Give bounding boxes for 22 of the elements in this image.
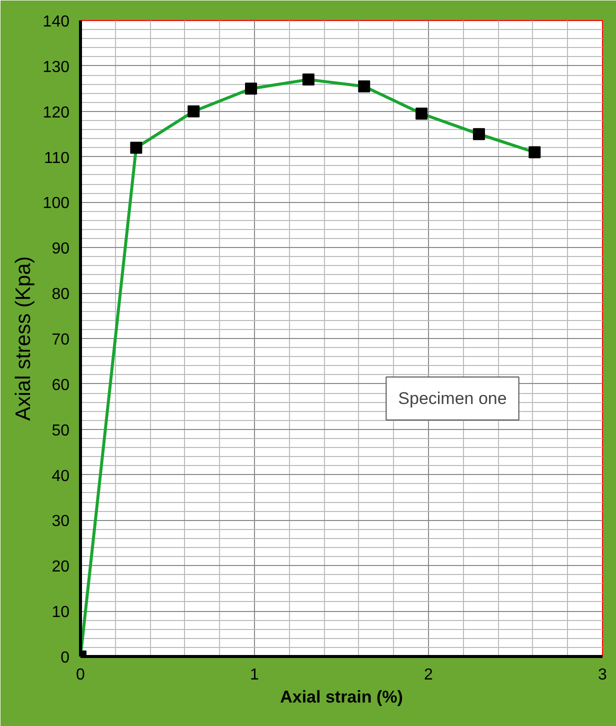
y-tick-label: 20: [52, 558, 70, 576]
x-tick-label: 0: [76, 666, 86, 684]
y-tick-label: 110: [44, 150, 70, 167]
y-tick-label: 120: [42, 104, 70, 122]
annotation: Specimen one: [398, 389, 507, 408]
y-tick-label: 60: [52, 376, 70, 394]
y-tick-label: 10: [52, 604, 70, 622]
y-tick-label: 70: [52, 332, 70, 348]
y-tick-label: 0: [60, 650, 70, 666]
x-tick-label: 2: [424, 666, 434, 684]
y-tick-label: 30: [52, 513, 70, 530]
x-axis-title: Axial strain (%): [280, 688, 403, 706]
y-tick-label: 90: [52, 240, 70, 258]
y-tick-label: 130: [42, 58, 70, 76]
y-tick-label: 80: [52, 286, 70, 304]
y-axis-title: Axial stress (Kpa): [12, 256, 35, 421]
x-tick-label: 1: [250, 666, 260, 684]
x-tick-label: 3: [598, 666, 608, 684]
y-tick-label: 50: [52, 422, 70, 440]
y-tick-label: 140: [42, 14, 70, 30]
y-tick-label: 40: [52, 468, 70, 485]
y-tick-label: 100: [42, 195, 70, 212]
